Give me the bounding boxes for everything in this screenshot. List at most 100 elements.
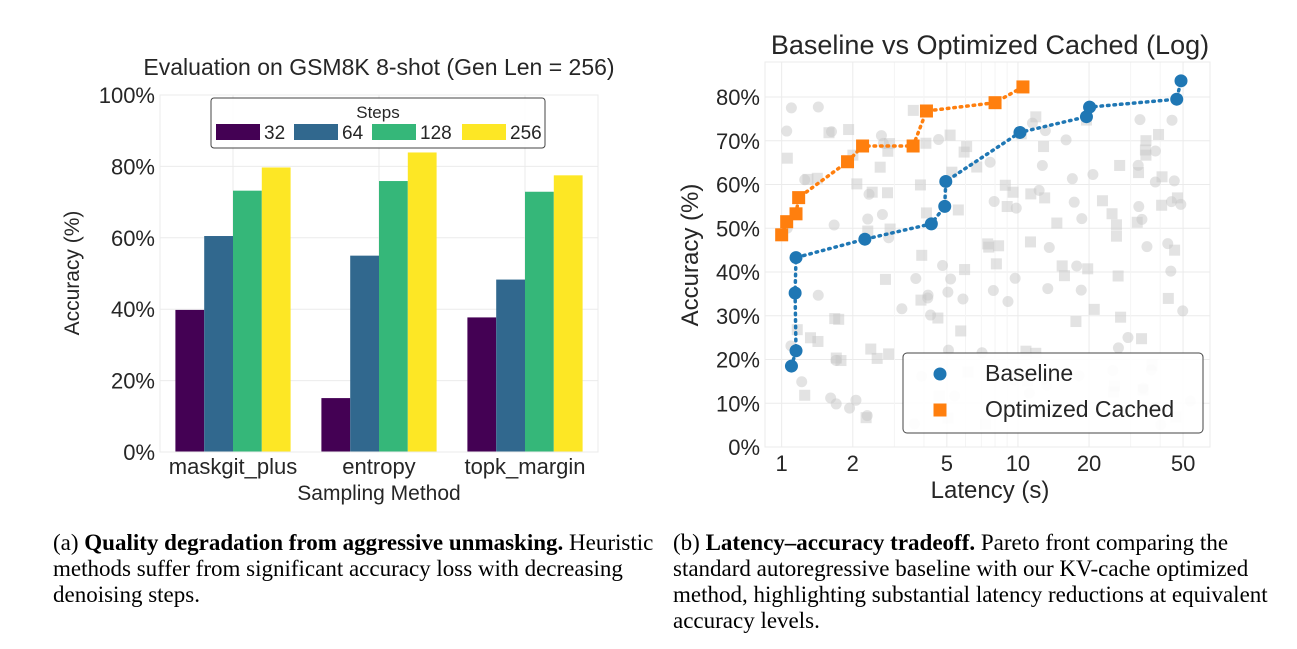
- background-point: [1096, 195, 1108, 207]
- background-point: [785, 102, 797, 114]
- bar-chart: 0% 20% 40% 60% 80% 100% maskgit_plus entropy to…: [61, 54, 615, 505]
- caption-a-bold: Quality degradation from aggressive unma…: [84, 530, 564, 555]
- background-point: [1162, 238, 1174, 250]
- background-point: [843, 124, 855, 136]
- background-point: [1112, 342, 1124, 354]
- background-point: [796, 376, 808, 388]
- y-tick-label: 0%: [728, 435, 760, 460]
- caption-a-label: (a): [53, 530, 79, 555]
- background-point: [1162, 292, 1174, 304]
- background-point: [1039, 125, 1051, 137]
- background-point: [957, 293, 969, 305]
- background-point: [907, 104, 919, 116]
- legend-title: Steps: [356, 103, 399, 122]
- background-point: [882, 187, 894, 199]
- legend-swatch: [216, 124, 260, 140]
- background-point: [1030, 111, 1042, 123]
- background-point: [944, 129, 956, 141]
- background-point: [1060, 134, 1072, 146]
- background-point: [982, 238, 994, 250]
- background-point: [1087, 169, 1099, 181]
- data-point: [788, 286, 802, 300]
- background-point: [1131, 216, 1143, 228]
- plot-frame: [159, 94, 599, 453]
- x-tick-label: maskgit_plus: [169, 454, 297, 479]
- background-point: [920, 207, 932, 219]
- y-tick-label: 40%: [111, 297, 155, 322]
- background-point: [882, 145, 894, 157]
- background-point: [920, 137, 932, 149]
- background-point: [1115, 311, 1127, 323]
- background-point: [1134, 114, 1146, 126]
- bar: [553, 175, 583, 452]
- data-point: [784, 359, 798, 373]
- background-point: [812, 101, 824, 113]
- data-point: [789, 207, 803, 221]
- background-point: [955, 325, 967, 337]
- background-point: [1066, 173, 1078, 185]
- y-tick-label: 100%: [99, 83, 155, 108]
- background-point: [860, 412, 872, 424]
- background-point: [879, 273, 891, 285]
- background-point: [932, 312, 944, 324]
- background-point: [1025, 188, 1037, 200]
- background-point: [1106, 208, 1118, 220]
- background-point: [1051, 217, 1063, 229]
- background-point: [812, 289, 824, 301]
- y-tick-label: 70%: [716, 129, 760, 154]
- legend-box: [902, 352, 1204, 434]
- x-tick-label: 50: [1171, 451, 1195, 476]
- background-point: [1175, 198, 1187, 210]
- y-axis-label: Accuracy (%): [677, 184, 704, 327]
- background-point: [999, 179, 1011, 191]
- background-point: [781, 152, 793, 164]
- background-point: [987, 285, 999, 297]
- background-point: [1036, 160, 1048, 172]
- y-axis-label: Accuracy (%): [61, 211, 84, 336]
- background-point: [865, 343, 877, 355]
- background-point: [874, 161, 886, 173]
- background-point: [933, 134, 945, 146]
- caption-b-label: (b): [673, 530, 700, 555]
- bar: [350, 255, 379, 452]
- background-point: [971, 161, 983, 173]
- legend-marker: [933, 367, 947, 381]
- background-point: [1149, 145, 1161, 157]
- y-tick-label: 30%: [716, 304, 760, 329]
- x-tick-label: 10: [1006, 451, 1030, 476]
- background-point: [876, 208, 888, 220]
- background-point: [799, 174, 811, 186]
- background-point: [959, 264, 971, 276]
- y-tick-label: 80%: [111, 154, 155, 179]
- data-point: [789, 251, 803, 265]
- background-point: [884, 223, 896, 235]
- background-point: [1171, 192, 1183, 204]
- background-point: [883, 348, 895, 360]
- background-point: [1076, 213, 1088, 225]
- bar: [321, 398, 351, 452]
- background-point: [1169, 244, 1181, 256]
- background-point: [863, 188, 875, 200]
- background-point: [1007, 186, 1019, 198]
- background-point: [1165, 265, 1177, 277]
- legend-label: Baseline: [985, 360, 1073, 386]
- y-tick-label: 0%: [123, 440, 155, 465]
- background-point: [829, 313, 841, 325]
- bars: [175, 152, 583, 453]
- background-point: [781, 125, 793, 137]
- legend-label: 256: [510, 123, 542, 144]
- bar: [261, 167, 291, 452]
- background-point: [1075, 284, 1087, 296]
- scatter-chart: 0% 10% 20% 30% 40% 50% 60% 70% 80% 1 2 5 10 20 50 Bas…: [677, 30, 1211, 504]
- background-point: [916, 249, 928, 261]
- background-point: [1136, 213, 1148, 225]
- data-point: [775, 228, 789, 242]
- background-point: [1024, 236, 1036, 248]
- background-point: [830, 354, 842, 366]
- background-point: [1010, 202, 1022, 214]
- background-point: [1110, 230, 1122, 242]
- bar: [204, 236, 233, 452]
- background-point: [1168, 175, 1180, 187]
- background-point: [925, 309, 937, 321]
- bar: [175, 309, 205, 452]
